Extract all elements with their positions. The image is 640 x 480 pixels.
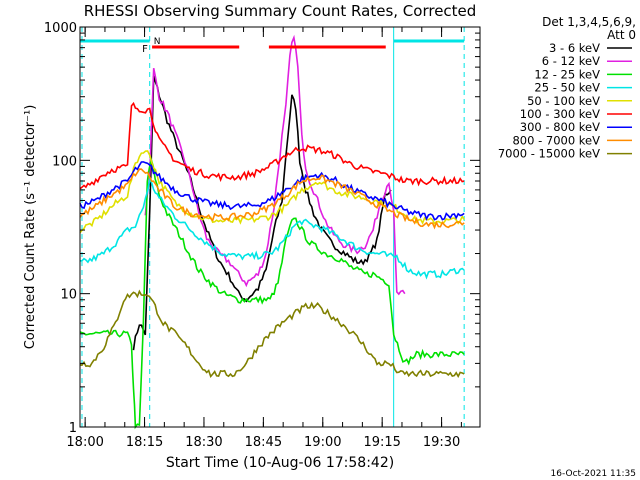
series-line-25-50-kev: [79, 177, 465, 280]
legend-label: 300 - 800 keV: [520, 120, 600, 134]
legend-label: 7000 - 15000 keV: [498, 147, 600, 161]
x-tick-label: 19:30: [423, 435, 460, 450]
x-axis-label: Start Time (10-Aug-06 17:58:42): [166, 455, 394, 471]
series-line-3-6-kev: [132, 75, 392, 351]
x-tick-label: 18:15: [126, 435, 163, 450]
legend-label: 25 - 50 keV: [534, 81, 600, 95]
legend-label: 50 - 100 keV: [527, 94, 600, 108]
y-tick-label: 1: [69, 421, 77, 436]
legend-label: 6 - 12 keV: [542, 54, 600, 68]
x-axis: 18:00 18:15 18:30 18:45 19:00 19:15 19:30: [66, 27, 462, 450]
series-line-6-12-kev: [144, 34, 406, 296]
x-tick-label: 18:00: [66, 435, 103, 450]
x-tick-label: 19:15: [363, 435, 400, 450]
legend-label: 12 - 25 keV: [534, 67, 600, 81]
series-line-800-7000-kev: [79, 168, 465, 230]
footer-date: 16-Oct-2021 11:35: [551, 469, 636, 479]
series-line-7000-15000-kev: [79, 289, 465, 378]
chart-title: RHESSI Observing Summary Count Rates, Co…: [84, 2, 477, 20]
series-line-300-800-kev: [79, 161, 465, 221]
y-tick-label: 100: [52, 154, 77, 169]
plot-frame: [79, 26, 481, 428]
series-line-100-300-kev: [79, 101, 465, 190]
legend-label: 100 - 300 keV: [520, 107, 600, 121]
x-tick-label: 19:00: [304, 435, 341, 450]
y-tick-label: 10: [60, 288, 77, 303]
y-axis-label: Corrected Count Rate (s⁻¹ detector⁻¹): [23, 105, 38, 350]
legend-label: 800 - 7000 keV: [512, 133, 600, 147]
y-tick-label: 1000: [44, 21, 77, 36]
x-tick-label: 18:45: [245, 435, 282, 450]
legend-header-attenuator: Att 0: [607, 28, 636, 42]
legend-label: 3 - 6 keV: [549, 41, 600, 55]
plot-area: NF: [79, 27, 465, 430]
night-flag-label: N: [154, 37, 161, 47]
flare-flag-label: F: [142, 44, 148, 55]
series-line-12-25-kev: [79, 156, 465, 430]
legend-header-detectors: Det 1,3,4,5,6,9,: [542, 15, 636, 29]
x-tick-label: 18:30: [185, 435, 222, 450]
